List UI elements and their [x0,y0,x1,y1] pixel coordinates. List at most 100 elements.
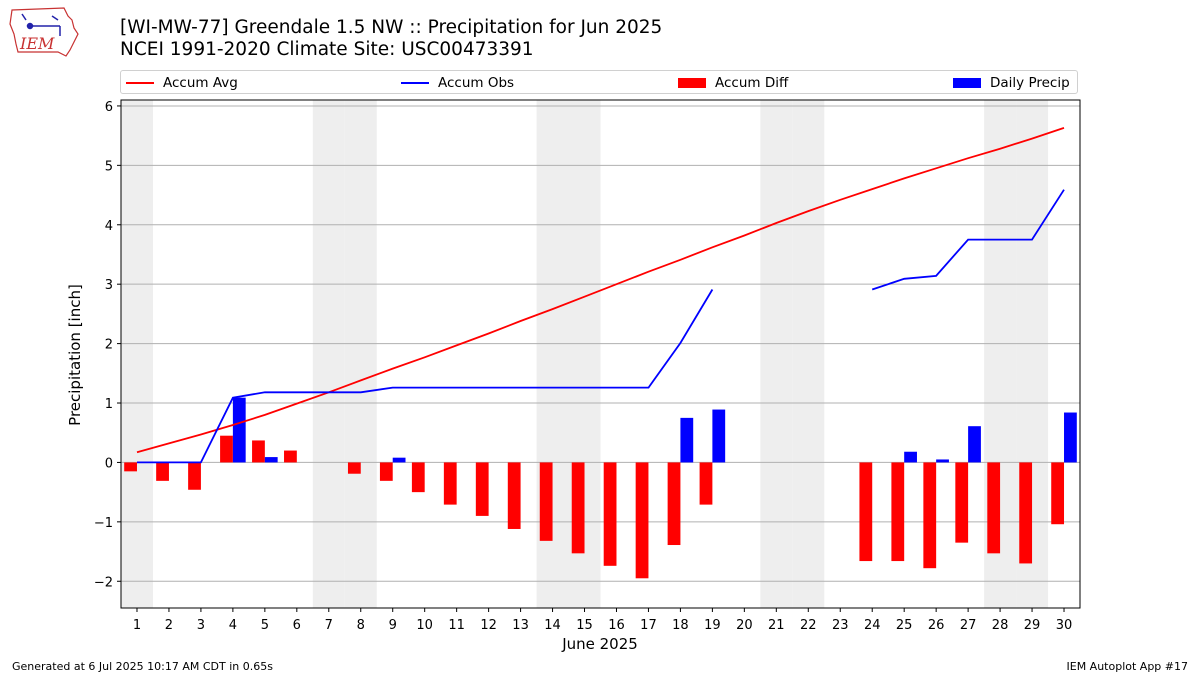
accum-diff-bar [859,462,873,562]
accum-obs-line [137,289,714,464]
x-tick-label: 11 [448,618,465,633]
accum-diff-bar [507,462,521,529]
x-tick-label: 5 [261,618,269,633]
daily-precip-bar [712,409,726,463]
x-tick-label: 2 [165,618,173,633]
daily-precip-bar [680,417,694,463]
x-tick-label: 10 [416,618,433,633]
legend-item-accum-obs: Accum Obs [401,74,514,92]
x-tick-label: 23 [832,618,849,633]
legend-item-accum-diff: Accum Diff [678,74,788,92]
weekend-band [121,100,153,608]
x-tick-label: 15 [576,618,593,633]
accum-diff-bar [571,462,585,554]
accum-diff-bar [635,462,649,579]
accum-diff-bar [220,435,233,463]
accum-avg-line [136,127,1065,454]
footer-app: IEM Autoplot App #17 [1066,660,1189,673]
accum-diff-bar [603,462,617,566]
daily-precip-bar [264,457,278,463]
x-tick-label: 18 [672,618,689,633]
legend-label-daily-precip: Daily Precip [990,75,1070,91]
y-tick-label: 4 [105,219,113,234]
x-tick-label: 9 [389,618,397,633]
bars [124,397,1077,579]
accum-diff-bar [475,462,489,516]
chart-title: [WI-MW-77] Greendale 1.5 NW :: Precipita… [120,17,663,38]
weekend-band [792,100,825,608]
legend: Accum Avg Accum Obs Accum Diff Daily Pre… [120,70,1078,94]
y-tick-label: 0 [105,456,113,471]
accum-diff-bar [539,462,553,541]
x-tick-label: 21 [768,618,785,633]
chart-subtitle: NCEI 1991-2020 Climate Site: USC00473391 [120,39,534,60]
accum-diff-bar [891,462,905,562]
accum-diff-bar [699,462,713,505]
legend-swatch-accum-obs [401,82,429,84]
accum-diff-bar [379,462,393,481]
legend-swatch-accum-diff [678,78,706,88]
accum-diff-bar [443,462,457,505]
legend-swatch-accum-avg [126,82,154,84]
x-tick-label: 19 [704,618,721,633]
weekend-band [312,100,345,608]
x-tick-label: 4 [229,618,237,633]
daily-precip-bar [936,459,949,463]
accum-diff-bar [156,462,169,481]
legend-label-accum-obs: Accum Obs [438,75,515,91]
accum-diff-bar [667,462,681,546]
legend-item-accum-avg: Accum Avg [126,74,238,92]
x-tick-label: 24 [864,618,881,633]
plot-frame [120,99,1081,609]
y-tick-label: 5 [105,159,113,174]
x-tick-label: 14 [544,618,561,633]
legend-swatch-daily-precip [953,78,981,88]
iowa-outline [9,7,79,57]
legend-item-daily-precip: Daily Precip [953,74,1070,92]
x-tick-label: 28 [992,618,1009,633]
x-tick-label: 7 [325,618,333,633]
footer-generated: Generated at 6 Jul 2025 10:17 AM CDT in … [12,660,273,673]
accum-diff-bar [1051,462,1065,525]
x-tick-label: 26 [928,618,945,633]
y-tick-label: 2 [105,338,113,353]
x-axis-label: June 2025 [561,635,638,653]
x-tick-label: 6 [293,618,301,633]
y-tick-label: −2 [94,575,113,590]
weekend-shading [121,100,1049,608]
x-tick-label: 13 [512,618,529,633]
accum-diff-bar [987,462,1001,554]
y-axis-label: Precipitation [inch] [66,284,84,426]
daily-precip-bar [232,397,246,463]
x-tick-label: 20 [736,618,753,633]
x-tick-label: 16 [608,618,625,633]
daily-precip-bar [392,457,406,463]
weather-station-icon [21,13,61,36]
y-tick-label: 3 [105,278,113,293]
x-tick-label: 17 [640,618,657,633]
accum-diff-bar [284,450,297,463]
iem-logo: IEM [9,7,79,57]
accum-diff-bar [252,440,265,463]
weekend-band [344,100,377,608]
x-tick-label: 22 [800,618,817,633]
legend-label-accum-diff: Accum Diff [715,75,789,91]
accum-diff-bar [923,462,937,569]
y-tick-label: −1 [94,516,113,531]
x-tick-label: 25 [896,618,913,633]
accum-obs-line [871,189,1065,291]
gridlines [121,105,1080,582]
daily-precip-bar [904,451,917,463]
accum-diff-bar [955,462,969,543]
y-tick-label: 1 [105,397,113,412]
accum-diff-bar [188,462,201,490]
x-tick-label: 8 [357,618,365,633]
axes [117,99,1081,612]
accum-diff-bar [124,462,137,472]
legend-label-accum-avg: Accum Avg [163,75,238,91]
x-tick-label: 29 [1024,618,1041,633]
x-tick-label: 1 [133,618,141,633]
lines [136,127,1065,464]
